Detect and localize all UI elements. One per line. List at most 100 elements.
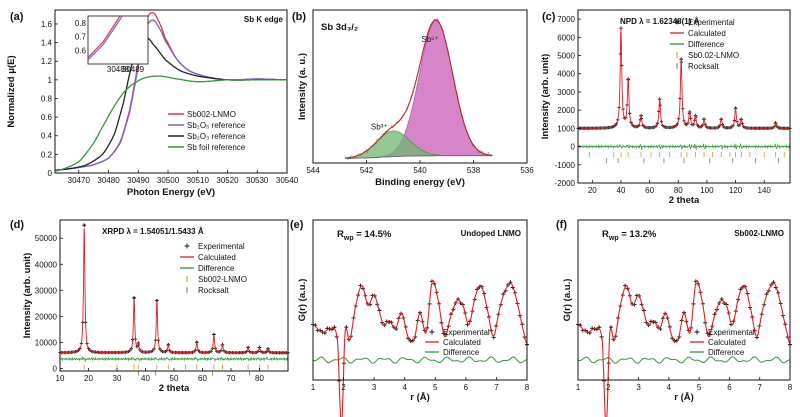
x-tick-label: 80 (674, 186, 683, 195)
y-tick-label: 0 (48, 169, 53, 178)
y-tick-label: 4000 (557, 70, 575, 79)
y-tick-label: 1.2 (41, 57, 53, 66)
x-tick-label: 50 (170, 374, 179, 383)
x-tick-label: 140 (758, 186, 772, 195)
panel-label-e: (e) (290, 219, 304, 231)
inset-frame (87, 15, 149, 65)
x-tick-label: 2 (341, 383, 346, 392)
y-tick-label: 30000 (35, 286, 58, 295)
y-axis-label: G(r) (a.u.) (297, 279, 308, 322)
rwp-subscript: wp (343, 235, 354, 242)
x-tick-label: 20 (84, 374, 93, 383)
x-tick-label: 3 (372, 383, 377, 392)
experimental-point (184, 243, 190, 249)
inset-x-tick-label: 30488 (107, 65, 130, 74)
x-tick-label: 1 (311, 383, 316, 392)
panel-d: 10 20 30 40 50 60 70 80 0 10000 20000 30000 40000 500… (10, 219, 290, 394)
legend-entry: Rocksalt (198, 286, 229, 295)
panel-e-title: Undoped LNMO (461, 229, 521, 238)
panel-a-frame (54, 9, 288, 174)
x-tick-label: 40 (141, 374, 150, 383)
legend-entry: Calculated (688, 29, 726, 38)
x-tick-label: 30520 (216, 176, 239, 185)
y-axis-label: Normalized μ(E) (6, 55, 17, 127)
x-tick-label: 4 (402, 383, 407, 392)
x-tick-label: 6 (727, 383, 732, 392)
y-axis-label: Intensity (a. u.) (297, 53, 308, 120)
x-axis-label: Photon Energy (eV) (127, 187, 215, 198)
x-tick-label: 100 (700, 186, 714, 195)
x-tick-label: 70 (227, 374, 236, 383)
calculated-line (60, 228, 288, 354)
background-line (345, 155, 493, 159)
difference-line (577, 356, 791, 364)
sb3-label: Sb³⁺ (371, 122, 388, 131)
inset-line-series-4 (88, 0, 148, 10)
panel-a: 30470 30480 30490 30500 30510 30520 30530 30540… (6, 0, 299, 198)
legend-entry: Sb002-LNMO (187, 110, 236, 119)
panel-c-frame (577, 9, 791, 184)
inset-x-tick-label: 30489 (122, 65, 145, 74)
x-tick-label: 7 (757, 383, 762, 392)
legend-entry: Difference (198, 264, 235, 273)
panel-e: 1 2 3 4 5 6 7 8 (e) Undoped LNMO Rwp = 14.5% r (Å) G… (290, 219, 530, 417)
y-tick-label: 0.8 (41, 94, 53, 103)
legend-entry: Sb₂O₃ reference (187, 132, 246, 141)
y-tick-label: 7000 (557, 15, 575, 24)
x-tick-label: 30470 (68, 176, 91, 185)
xanes-line-series-4 (54, 75, 287, 172)
calculated-line (578, 27, 790, 129)
y-tick-label: 5000 (557, 52, 575, 61)
rwp-label: Rwp = 14.5% (337, 229, 392, 242)
x-tick-label: 30530 (246, 176, 269, 185)
panel-label-c: (c) (542, 11, 556, 23)
x-tick-label: 80 (255, 374, 264, 383)
inset-line-series-3 (88, 0, 148, 9)
y-tick-label: 0.2 (41, 150, 53, 159)
inset-line-series-2 (88, 16, 124, 61)
legend-entry: Rocksalt (688, 62, 719, 71)
x-tick-label: 4 (667, 383, 672, 392)
x-tick-label: 20 (588, 186, 597, 195)
legend-entry: Difference (708, 348, 745, 357)
x-tick-label: 5 (433, 383, 438, 392)
experimental-point (82, 223, 87, 228)
panel-f-title: Sb002-LNMO (734, 229, 784, 238)
panel-c: 20 40 60 80 100 120 140 -2000 -1000 0 1000 2000 3000… (540, 9, 792, 206)
y-tick-label: 10000 (35, 338, 58, 347)
y-tick-label: 1 (48, 76, 53, 85)
x-tick-label: 40 (617, 186, 626, 195)
y-tick-label: 1.6 (41, 20, 53, 29)
y-tick-label: 0 (53, 364, 58, 373)
x-tick-label: 544 (306, 166, 320, 175)
x-tick-label: 7 (494, 383, 499, 392)
rwp-subscript: wp (608, 235, 619, 242)
x-tick-label: 3 (636, 383, 641, 392)
panel-label-b: (b) (292, 11, 306, 23)
y-tick-label: 50000 (35, 234, 58, 243)
calculated-line (577, 280, 791, 417)
y-tick-label: 3000 (557, 88, 575, 97)
experimental-point (594, 327, 599, 332)
y-tick-label: 6000 (557, 33, 575, 42)
difference-line (312, 356, 528, 364)
x-tick-label: 30540 (276, 176, 299, 185)
panel-f: 1 2 3 4 5 6 7 8 (f) Sb002-LNMO Rwp = 13.2% r (Å) G(r… (556, 219, 793, 417)
panel-d-title: XRPD λ = 1.54051/1.5433 Å (102, 227, 204, 236)
x-tick-label: 30500 (157, 176, 180, 185)
x-axis-label: Binding energy (eV) (375, 177, 465, 188)
legend-entry: Calculated (198, 253, 236, 262)
panel-d-frame (59, 219, 289, 372)
sb5-component-area (345, 20, 493, 159)
y-tick-label: 0.6 (41, 113, 53, 122)
x-axis-label: 2 theta (159, 383, 190, 394)
y-tick-label: 0 (571, 143, 576, 152)
x-tick-label: 60 (198, 374, 207, 383)
rwp-value: = 14.5% (354, 229, 392, 240)
x-tick-label: 536 (520, 166, 534, 175)
legend-entry: Sb₂O₅ reference (187, 121, 246, 130)
calculated-line (312, 280, 528, 417)
legend-entry: Calculated (708, 338, 746, 347)
y-tick-label: -2000 (555, 179, 576, 188)
experimental-point (694, 329, 700, 335)
